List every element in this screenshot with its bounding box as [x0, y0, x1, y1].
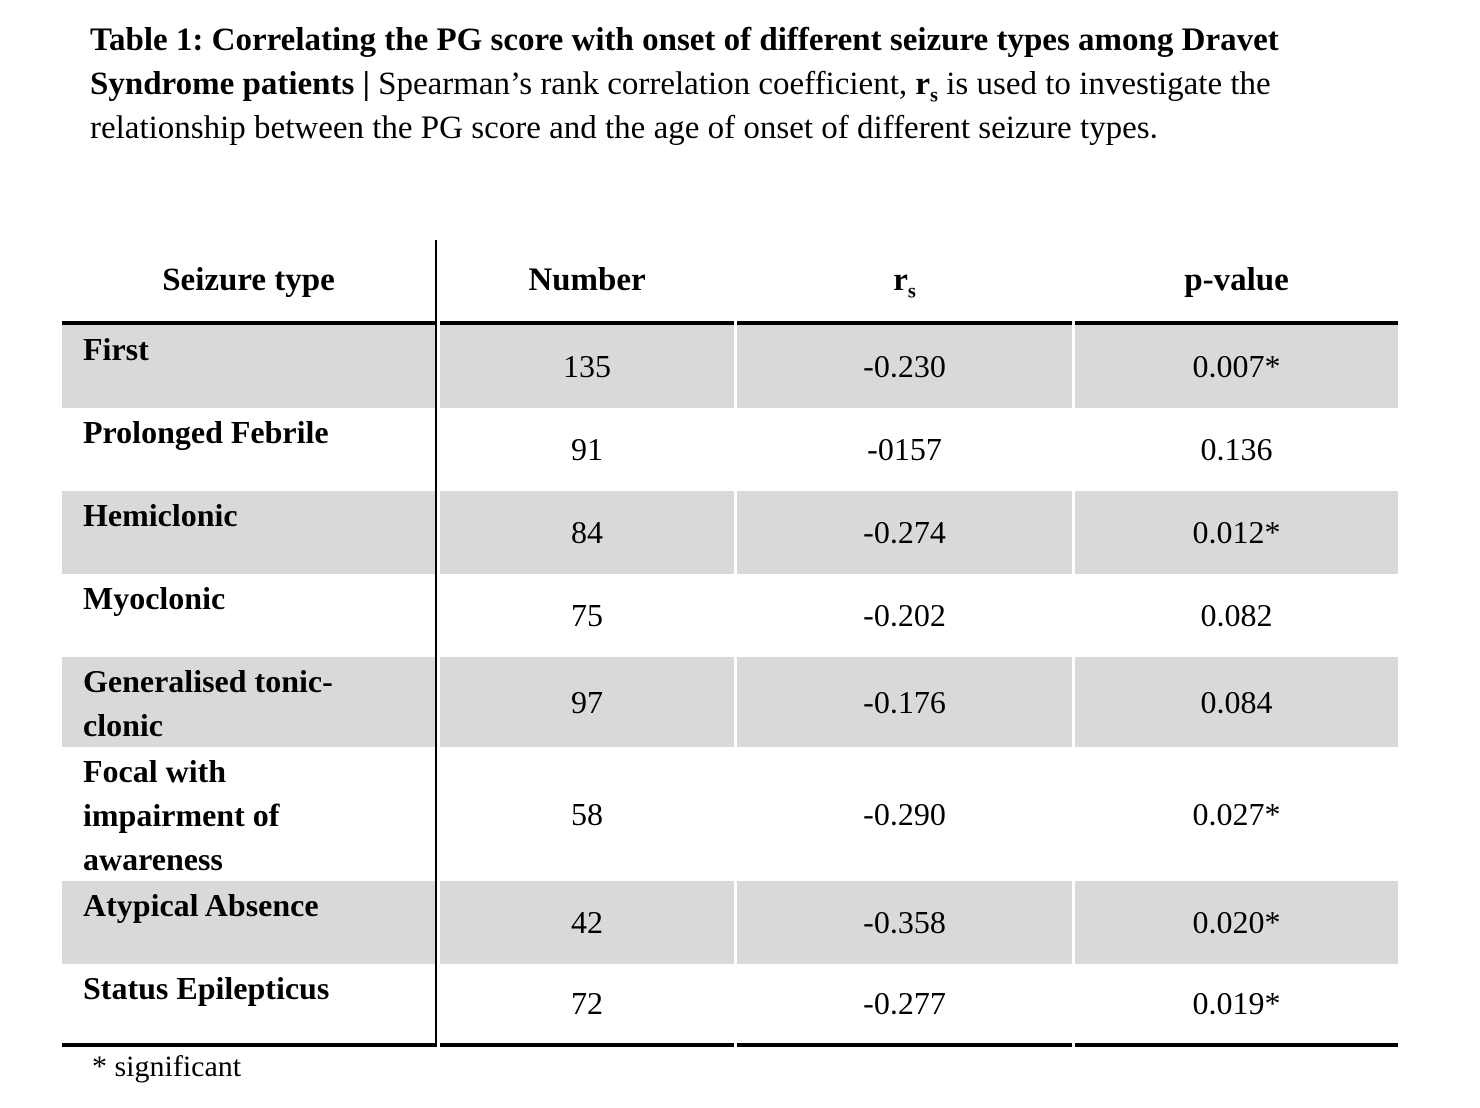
header-number: Number [440, 240, 734, 325]
caption-bold-title: Table 1: Correlating the PG score with o… [90, 22, 1279, 102]
header-p-value: p-value [1075, 240, 1398, 325]
cell-p-value: 0.136 [1200, 431, 1273, 467]
cell-rs: -0157 [867, 431, 942, 467]
cell-seizure-type: Status Epilepticus [62, 964, 437, 1047]
cell-rs: -0.358 [737, 881, 1072, 964]
table-row: Prolonged Febrile 91 -0157 0.136 [62, 408, 1398, 491]
cell-p-value: 0.007* [1075, 325, 1398, 408]
caption-stat-symbol: rs [915, 66, 938, 107]
cell-number: 84 [440, 491, 734, 574]
table-row: Focal with impairment of awareness 58 -0… [62, 747, 1398, 881]
cell-seizure-type: Generalised tonic- clonic [62, 657, 437, 747]
table-row: Hemiclonic 84 -0.274 0.012* [62, 491, 1398, 574]
table-caption: Table 1: Correlating the PG score with o… [90, 18, 1392, 150]
cell-number: 91 [571, 431, 603, 467]
table-row: First 135 -0.230 0.007* [62, 325, 1398, 408]
cell-p-value: 0.084 [1075, 657, 1398, 747]
cell-rs: -0.277 [737, 964, 1072, 1047]
cell-rs: -0.176 [737, 657, 1072, 747]
cell-p-value: 0.027* [1192, 795, 1281, 832]
table-row: Generalised tonic- clonic 97 -0.176 0.08… [62, 657, 1398, 747]
cell-seizure-type: First [62, 325, 437, 408]
cell-number: 42 [440, 881, 734, 964]
cell-rs: -0.290 [863, 795, 946, 832]
header-seizure-type: Seizure type [62, 240, 437, 325]
results-table: Seizure type Number rs p-value First 135… [59, 240, 1401, 1047]
cell-p-value: 0.012* [1075, 491, 1398, 574]
cell-seizure-type: Prolonged Febrile [62, 408, 437, 491]
cell-seizure-type: Myoclonic [62, 574, 437, 657]
caption-stat-subscript: s [930, 84, 938, 107]
cell-seizure-type: Focal with impairment of awareness [62, 747, 437, 881]
cell-rs: -0.274 [737, 491, 1072, 574]
caption-text-2: is used to investigate the relationship … [90, 66, 1271, 146]
cell-rs: -0.230 [737, 325, 1072, 408]
header-rs: rs [737, 240, 1072, 325]
table-header-row: Seizure type Number rs p-value [62, 240, 1398, 325]
cell-number: 72 [440, 964, 734, 1047]
cell-seizure-type: Atypical Absence [62, 881, 437, 964]
table-row: Status Epilepticus 72 -0.277 0.019* [62, 964, 1398, 1047]
cell-number: 58 [571, 795, 603, 832]
footnote: * significant [92, 1050, 242, 1083]
cell-number: 75 [571, 597, 603, 633]
cell-p-value: 0.019* [1075, 964, 1398, 1047]
header-rs-subscript: s [907, 280, 916, 303]
cell-seizure-type: Hemiclonic [62, 491, 437, 574]
cell-number: 97 [440, 657, 734, 747]
table-row: Atypical Absence 42 -0.358 0.020* [62, 881, 1398, 964]
table-row: Myoclonic 75 -0.202 0.082 [62, 574, 1398, 657]
cell-number: 135 [440, 325, 734, 408]
cell-rs: -0.202 [863, 597, 946, 633]
caption-text-1: Spearman’s rank correlation coefficient, [378, 66, 916, 102]
cell-p-value: 0.020* [1075, 881, 1398, 964]
cell-p-value: 0.082 [1200, 597, 1273, 633]
